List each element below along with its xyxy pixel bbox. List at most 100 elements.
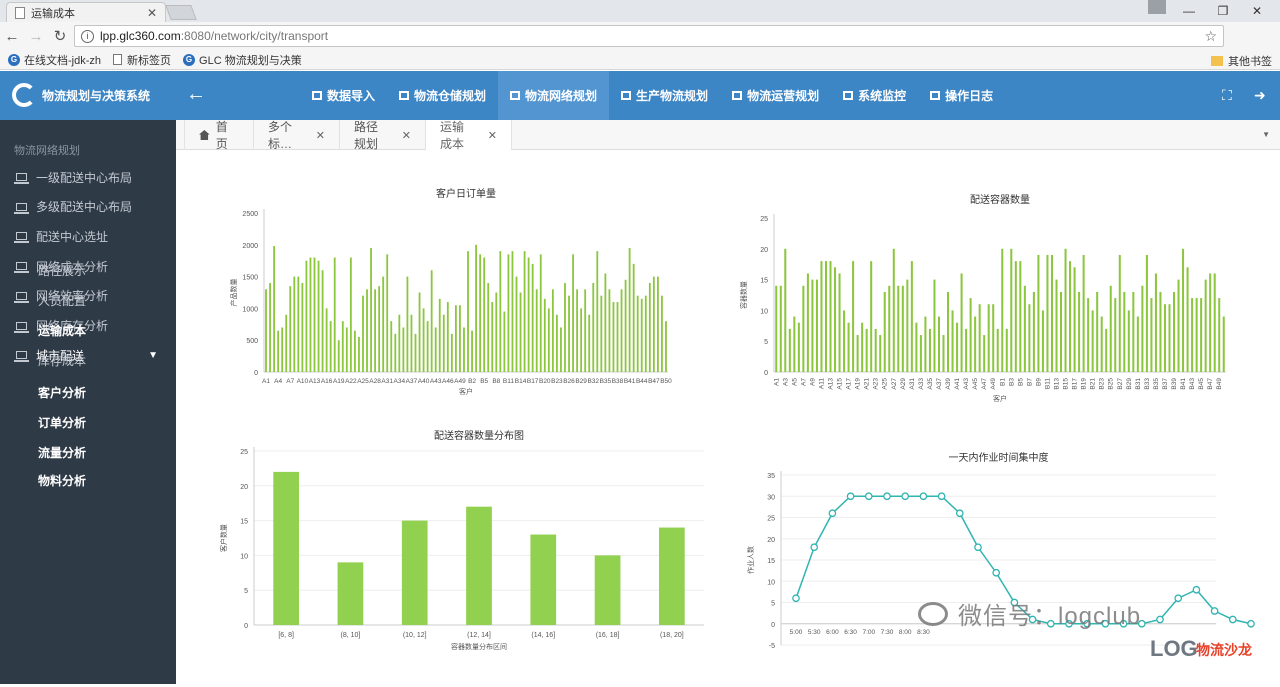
chart-containers-bar <box>1154 273 1157 372</box>
nav-item[interactable]: 物流网络规划 <box>498 71 610 120</box>
chart-containers-bar <box>820 261 823 372</box>
address-bar[interactable]: i lpp.glc360.com:8080/network/city/trans… <box>74 25 1224 47</box>
monitor-icon <box>14 173 29 184</box>
sidebar-subitem[interactable]: 运输成本 <box>38 324 87 338</box>
chart-orders-bar <box>293 276 296 372</box>
chart-orders-xtick: A13 <box>309 378 321 385</box>
back-arrow-icon[interactable]: ← <box>186 83 206 105</box>
restore-icon[interactable]: ❐ <box>1217 4 1229 18</box>
chart-containers-bar <box>788 328 791 372</box>
nav-item[interactable]: 操作日志 <box>918 71 1005 120</box>
chart-orders-bar <box>467 251 469 372</box>
chart-containers-bar <box>969 298 972 372</box>
monitor-icon <box>14 291 29 303</box>
close-icon[interactable]: ✕ <box>487 129 497 142</box>
nav-item[interactable]: 系统监控 <box>831 71 918 120</box>
sidebar-subitem[interactable]: 流量分析 <box>38 446 87 460</box>
chart-orders-xtick: A34 <box>394 378 406 385</box>
info-icon[interactable]: i <box>81 29 94 43</box>
back-icon[interactable]: ← <box>4 27 20 45</box>
chart-containers-xtick: A23 <box>873 378 880 390</box>
bookmark-item[interactable]: 新标签页 <box>113 52 171 68</box>
chart-worktime-point <box>937 492 946 501</box>
chart-containers-bar <box>1177 279 1180 372</box>
sidebar-subitem[interactable]: 库存成本 <box>38 354 87 368</box>
sidebar-item[interactable]: 配送中心选址 <box>0 221 176 251</box>
chart-containers-xtick: A33 <box>918 378 925 390</box>
chart-containers-bar <box>834 267 837 372</box>
chart-containers-bar <box>983 335 986 372</box>
sidebar-item[interactable]: 一级配送中心布局 <box>0 162 176 192</box>
sidebar-item[interactable]: 网络库存分析 <box>0 311 176 341</box>
chart-containers-bar <box>992 304 995 372</box>
tab-route-planning[interactable]: 路径规划 ✕ <box>340 120 426 151</box>
close-icon[interactable]: ✕ <box>315 129 325 142</box>
minimize-icon[interactable]: — <box>1183 4 1195 18</box>
sidebar-subitem[interactable]: 人员配置 <box>38 294 87 308</box>
other-bookmarks[interactable]: 其他书签 <box>1211 53 1272 69</box>
new-tab-button[interactable] <box>165 5 197 20</box>
browser-tab[interactable]: 运输成本 ✕ <box>6 2 166 22</box>
sidebar-subitem[interactable]: 路径展示 <box>38 264 87 278</box>
chart-containers-bar <box>947 291 950 372</box>
nav-item[interactable]: 物流仓储规划 <box>387 71 498 120</box>
browser-tab-title: 运输成本 <box>31 7 75 20</box>
chart-orders-ytick: 1000 <box>242 306 258 313</box>
chart-worktime-ytick: 15 <box>767 558 775 565</box>
bookmark-item[interactable]: G 在线文档-jdk-zh <box>8 52 101 68</box>
bookmark-label: GLC 物流规划与决策 <box>199 54 302 67</box>
nav-item[interactable]: 生产物流规划 <box>609 71 720 120</box>
chart-distribution-xlabel: 容器数量分布区间 <box>451 642 507 651</box>
chart-containers-xtick: A5 <box>791 378 798 386</box>
window-close-icon[interactable]: ✕ <box>1251 4 1263 18</box>
chart-orders-bar <box>390 321 393 372</box>
sidebar-subitem[interactable]: 订单分析 <box>38 416 87 430</box>
chart-distribution-bar <box>594 555 621 625</box>
tab-transport-cost[interactable]: 运输成本 ✕ <box>426 120 512 151</box>
book-icon <box>930 91 941 100</box>
forward-icon[interactable]: → <box>28 27 44 45</box>
close-icon[interactable]: ✕ <box>146 5 157 20</box>
main-content: 客户日订单量 0 500 1000 1500 2000 2500 产品数量 客户 A1 A4 A7 A1… <box>176 151 1280 684</box>
chart-orders-xtick: B11 <box>503 378 514 385</box>
nav-item[interactable]: 物流运营规划 <box>720 71 831 120</box>
chart-orders-bar <box>640 298 643 372</box>
chart-orders-bar <box>543 298 546 372</box>
sidebar-item[interactable]: 网络成本分析 <box>0 251 176 281</box>
chart-distribution-xtick: (18, 20] <box>660 632 684 639</box>
chart-orders-xtick: B32 <box>587 378 599 385</box>
chart-orders-xtick: A25 <box>357 378 369 385</box>
nav-item[interactable]: 数据导入 <box>300 71 387 120</box>
chart-worktime-point <box>1046 619 1055 628</box>
nav-item-label: 物流网络规划 <box>525 89 598 103</box>
chevron-down-icon[interactable]: ▼ <box>1262 130 1270 139</box>
chart-distribution-bar <box>466 506 492 625</box>
app-logo[interactable]: 物流规划与决策系统 <box>12 83 150 107</box>
chart-containers-bar <box>1100 316 1103 372</box>
user-icon[interactable] <box>1148 0 1166 14</box>
chart-containers-xtick: A19 <box>855 378 862 390</box>
tab-multi[interactable]: 多个标… ✕ <box>254 120 340 151</box>
bookmark-item[interactable]: G GLC 物流规划与决策 <box>183 52 302 68</box>
chart-containers-bar <box>996 328 999 372</box>
sidebar-item[interactable]: 城市配送 ▼ <box>0 340 176 370</box>
chart-containers-bar <box>1186 267 1189 372</box>
chart-orders-xtick: A10 <box>297 378 309 385</box>
chart-distribution-ytick: 10 <box>240 553 248 560</box>
chart-orders-bar <box>487 282 490 372</box>
chart-orders-bar <box>277 330 280 372</box>
sidebar-item[interactable]: 网络效率分析 <box>0 281 176 311</box>
chart-orders-xtick: B47 <box>648 378 660 385</box>
chart-containers-ytick: 10 <box>760 308 768 315</box>
chart-orders-bar <box>434 327 437 372</box>
star-icon[interactable]: ☆ <box>1204 28 1217 44</box>
sidebar-item[interactable]: 多级配送中心布局 <box>0 192 176 222</box>
app-title: 物流规划与决策系统 <box>42 88 151 103</box>
sidebar-subitem[interactable]: 物料分析 <box>38 474 87 488</box>
reload-icon[interactable]: ↻ <box>53 28 67 45</box>
logout-icon[interactable]: ➜ <box>1254 87 1266 103</box>
tab-home[interactable]: 首页 <box>184 120 254 151</box>
sidebar-subitem[interactable]: 客户分析 <box>38 386 87 400</box>
fullscreen-icon[interactable]: ⛶ <box>1222 87 1232 103</box>
close-icon[interactable]: ✕ <box>401 129 411 142</box>
